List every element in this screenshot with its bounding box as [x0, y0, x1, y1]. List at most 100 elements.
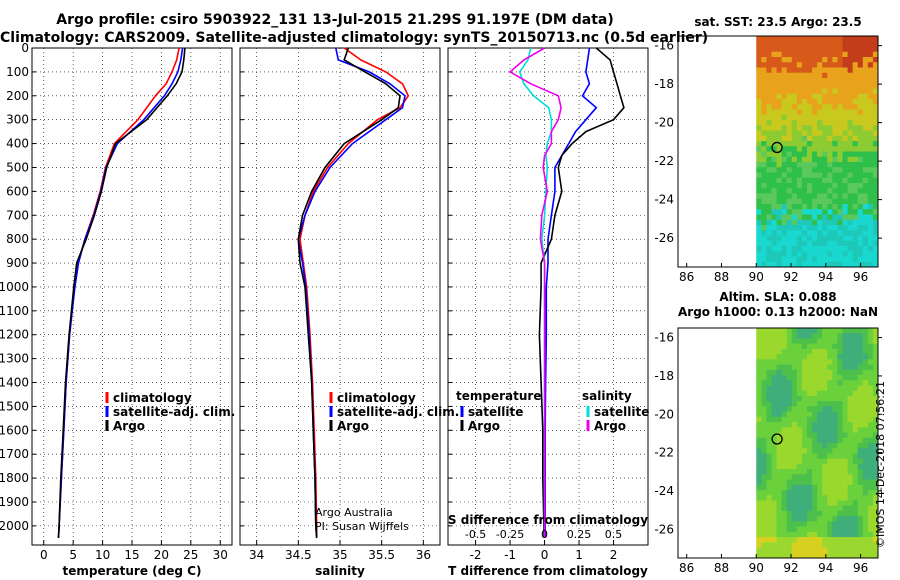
- map-cell: [771, 156, 777, 163]
- map-cell: [756, 552, 762, 559]
- map-cell: [776, 526, 783, 533]
- map-cell: [771, 251, 777, 257]
- map-cell: [761, 395, 767, 402]
- map-cell: [796, 411, 803, 418]
- map-cell: [781, 225, 788, 231]
- map-cell: [837, 437, 843, 444]
- map-cell: [822, 114, 828, 121]
- map-cell: [832, 209, 838, 215]
- map-cell: [867, 51, 874, 58]
- map-cell: [771, 172, 777, 179]
- map-cell: [806, 348, 813, 355]
- map-cell: [817, 72, 823, 79]
- map-cell: [847, 261, 854, 268]
- y-tick-label: 1500: [0, 399, 29, 413]
- map-cell: [872, 364, 879, 371]
- map-cell: [827, 36, 833, 42]
- y-tick-label: 1100: [0, 304, 29, 318]
- map-cell: [776, 125, 783, 131]
- map-cell: [812, 36, 818, 42]
- map-cell: [847, 151, 854, 158]
- map-cell: [857, 328, 864, 334]
- map-cell: [771, 256, 777, 263]
- map-cell: [786, 36, 793, 42]
- map-cell: [756, 427, 762, 433]
- map-cell: [867, 552, 874, 559]
- map-cell: [766, 490, 772, 496]
- argo-position-marker: [771, 433, 783, 445]
- map-cell: [761, 214, 767, 221]
- map-cell: [832, 406, 838, 413]
- map-cell: [776, 364, 783, 371]
- map-cell: [857, 235, 864, 242]
- y-tick-label: 1000: [0, 280, 29, 294]
- map-cell: [771, 547, 777, 554]
- map-cell: [872, 437, 879, 444]
- map-cell: [761, 188, 767, 194]
- legend-label: satellite-adj. clim.: [337, 405, 459, 419]
- map-cell: [867, 463, 874, 470]
- map-cell: [776, 240, 783, 247]
- map-cell: [822, 375, 828, 381]
- map-cell: [852, 328, 859, 334]
- map-cell: [857, 474, 864, 480]
- map-cell: [806, 422, 813, 428]
- map-cell: [862, 240, 869, 247]
- map-cell: [827, 369, 833, 376]
- map-cell: [867, 225, 874, 231]
- map-cell: [872, 369, 879, 376]
- map-cell: [806, 141, 813, 147]
- map-cell: [862, 93, 869, 100]
- map-cell: [842, 141, 848, 147]
- x-tick-label: 35: [332, 548, 347, 562]
- map-cell: [822, 463, 828, 470]
- map-cell: [852, 230, 859, 236]
- map-cell: [817, 516, 823, 522]
- map-cell: [837, 495, 843, 501]
- map-cell: [781, 93, 788, 100]
- map-cell: [766, 240, 772, 247]
- map-cell: [761, 167, 767, 173]
- x-tick-label: 34.5: [285, 548, 312, 562]
- map-cell: [832, 41, 838, 47]
- map-cell: [827, 193, 833, 200]
- map-cell: [806, 240, 813, 247]
- map-cell: [806, 93, 813, 100]
- map-cell: [791, 401, 798, 407]
- map-cell: [806, 453, 813, 460]
- map-cell: [862, 104, 869, 110]
- map-cell: [766, 411, 772, 418]
- map-cell: [857, 99, 864, 105]
- map-cell: [857, 432, 864, 439]
- map-cell: [791, 463, 798, 470]
- map-cell: [791, 552, 798, 559]
- map-cell: [801, 495, 808, 501]
- map-cell: [817, 448, 823, 454]
- map-cell: [852, 474, 859, 480]
- map-cell: [796, 458, 803, 465]
- map-frame: [677, 327, 879, 559]
- map-cell: [842, 510, 848, 517]
- map-cell: [847, 125, 854, 131]
- map-cell: [852, 537, 859, 543]
- map-cell: [822, 427, 828, 433]
- map-cell: [832, 510, 838, 517]
- map-cell: [786, 188, 793, 194]
- map-cell: [776, 474, 783, 480]
- map-cell: [817, 172, 823, 179]
- map-cell: [796, 385, 803, 392]
- map-cell: [832, 125, 838, 131]
- map-cell: [842, 490, 848, 496]
- map-cell: [837, 406, 843, 413]
- map-cell: [781, 240, 788, 247]
- map-cell: [852, 395, 859, 402]
- map-cell: [796, 463, 803, 470]
- map-cell: [766, 479, 772, 486]
- map-cell: [847, 505, 854, 512]
- map-cell: [847, 364, 854, 371]
- map-cell: [817, 130, 823, 137]
- map-cell: [827, 542, 833, 548]
- map-cell: [832, 177, 838, 184]
- map-cell: [766, 230, 772, 236]
- map-cell: [812, 385, 818, 392]
